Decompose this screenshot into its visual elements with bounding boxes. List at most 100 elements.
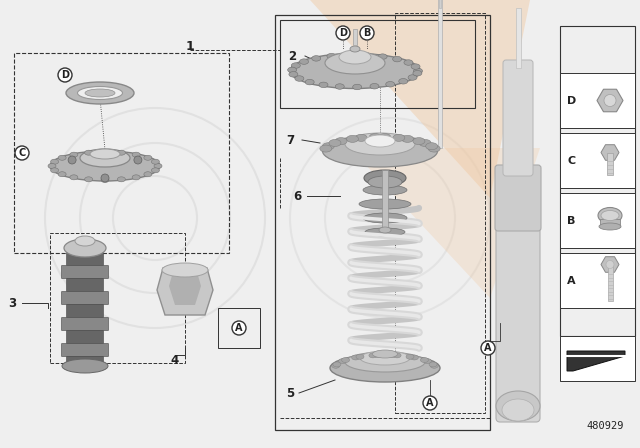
Ellipse shape <box>320 145 332 152</box>
Ellipse shape <box>84 150 93 155</box>
Ellipse shape <box>51 168 59 173</box>
Ellipse shape <box>356 354 364 359</box>
Circle shape <box>606 260 614 268</box>
Ellipse shape <box>117 150 125 155</box>
FancyBboxPatch shape <box>67 253 104 266</box>
FancyBboxPatch shape <box>61 292 109 305</box>
Ellipse shape <box>355 134 367 142</box>
Bar <box>560 73 635 128</box>
Ellipse shape <box>496 391 540 421</box>
Text: D: D <box>61 70 69 80</box>
Ellipse shape <box>305 79 314 85</box>
Bar <box>560 193 635 248</box>
Ellipse shape <box>363 213 407 223</box>
Ellipse shape <box>312 56 321 61</box>
Ellipse shape <box>404 60 413 65</box>
Bar <box>275 15 490 430</box>
Ellipse shape <box>406 354 414 359</box>
FancyBboxPatch shape <box>503 60 533 176</box>
Ellipse shape <box>502 399 534 421</box>
Ellipse shape <box>408 75 417 80</box>
Ellipse shape <box>369 134 381 141</box>
Ellipse shape <box>48 164 56 168</box>
Circle shape <box>481 341 495 355</box>
FancyBboxPatch shape <box>67 279 104 292</box>
Ellipse shape <box>372 350 397 358</box>
Bar <box>14 53 229 253</box>
Circle shape <box>15 146 29 160</box>
Bar <box>560 253 635 308</box>
Ellipse shape <box>287 67 297 73</box>
Text: C: C <box>567 155 575 165</box>
Ellipse shape <box>424 358 431 364</box>
Text: 2: 2 <box>288 49 296 63</box>
Ellipse shape <box>410 355 419 360</box>
Ellipse shape <box>289 72 298 77</box>
Polygon shape <box>350 148 540 298</box>
Ellipse shape <box>401 135 413 142</box>
Ellipse shape <box>332 363 340 368</box>
Text: 4: 4 <box>171 353 179 366</box>
Ellipse shape <box>319 82 328 88</box>
Ellipse shape <box>365 228 405 236</box>
Ellipse shape <box>369 353 377 358</box>
Text: 1: 1 <box>186 39 195 52</box>
Circle shape <box>336 26 350 40</box>
FancyBboxPatch shape <box>67 357 104 370</box>
Ellipse shape <box>323 135 438 167</box>
Ellipse shape <box>152 159 159 164</box>
Circle shape <box>604 95 616 107</box>
Ellipse shape <box>51 159 59 164</box>
Ellipse shape <box>430 363 438 368</box>
Ellipse shape <box>339 358 347 364</box>
Circle shape <box>232 321 246 335</box>
FancyBboxPatch shape <box>67 305 104 318</box>
Ellipse shape <box>370 83 379 89</box>
Circle shape <box>360 26 374 40</box>
Ellipse shape <box>420 358 428 362</box>
Ellipse shape <box>132 152 140 157</box>
Ellipse shape <box>290 53 420 89</box>
Ellipse shape <box>428 145 440 152</box>
Text: A: A <box>484 343 492 353</box>
Text: A: A <box>236 323 243 333</box>
Ellipse shape <box>386 82 395 87</box>
Ellipse shape <box>75 236 95 246</box>
Bar <box>280 20 475 108</box>
Ellipse shape <box>295 76 304 81</box>
Ellipse shape <box>77 86 122 99</box>
FancyBboxPatch shape <box>61 318 109 331</box>
Ellipse shape <box>362 52 371 58</box>
Ellipse shape <box>330 354 440 382</box>
Bar <box>607 152 613 175</box>
Ellipse shape <box>339 50 371 64</box>
Ellipse shape <box>378 54 387 60</box>
Ellipse shape <box>429 362 437 367</box>
Polygon shape <box>169 272 201 305</box>
Ellipse shape <box>144 172 152 177</box>
FancyBboxPatch shape <box>496 214 540 422</box>
Ellipse shape <box>388 353 396 358</box>
Circle shape <box>423 396 437 410</box>
Ellipse shape <box>359 199 411 209</box>
Circle shape <box>101 174 109 182</box>
FancyBboxPatch shape <box>67 331 104 344</box>
Text: A: A <box>567 276 575 285</box>
Bar <box>515 8 520 68</box>
Ellipse shape <box>601 211 619 220</box>
Ellipse shape <box>152 168 159 173</box>
Ellipse shape <box>344 52 353 58</box>
Circle shape <box>68 156 76 164</box>
Ellipse shape <box>132 175 140 180</box>
Ellipse shape <box>363 185 407 195</box>
Ellipse shape <box>101 177 109 182</box>
Text: D: D <box>339 28 347 38</box>
Bar <box>50 233 185 363</box>
Ellipse shape <box>162 263 208 277</box>
Ellipse shape <box>90 149 120 159</box>
FancyBboxPatch shape <box>61 344 109 357</box>
Circle shape <box>134 156 142 164</box>
Ellipse shape <box>393 56 402 62</box>
Bar <box>600 219 620 227</box>
Bar <box>560 133 635 188</box>
